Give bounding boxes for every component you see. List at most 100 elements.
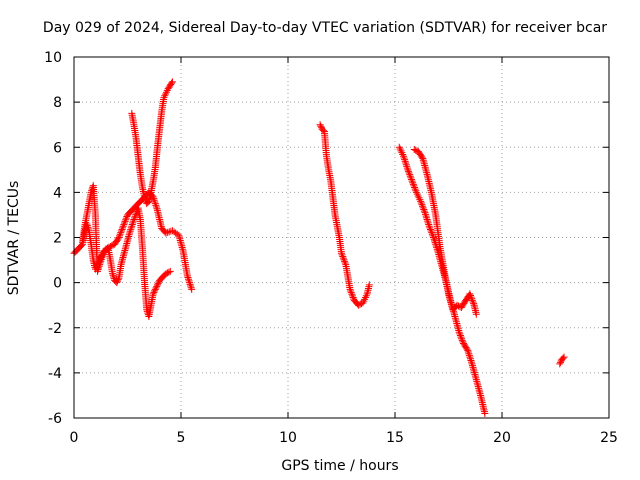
data-point <box>183 272 191 280</box>
data-point <box>399 150 407 158</box>
data-point <box>407 174 415 182</box>
data-point <box>425 221 433 229</box>
y-tick-label: -2 <box>48 321 62 337</box>
data-point <box>186 280 194 288</box>
data-point <box>410 146 418 154</box>
y-axis-title: SDTVAR / TECUs <box>6 181 22 296</box>
data-point <box>162 90 170 98</box>
data-point <box>151 287 159 295</box>
y-tick-label: -4 <box>48 366 62 382</box>
data-point <box>402 161 410 169</box>
data-point <box>130 215 138 223</box>
data-point <box>151 285 159 293</box>
data-point <box>168 79 176 87</box>
data-point <box>114 276 122 284</box>
data-point <box>153 281 161 289</box>
data-point <box>559 354 567 362</box>
data-point <box>433 244 441 252</box>
data-point <box>361 295 369 303</box>
data-point <box>458 336 466 344</box>
data-point <box>346 285 354 293</box>
data-point <box>412 146 420 154</box>
x-axis-title: GPS time / hours <box>281 458 398 474</box>
data-point <box>348 290 356 298</box>
data-point <box>77 241 85 249</box>
data-point <box>408 177 416 185</box>
data-point <box>362 292 370 300</box>
data-point <box>403 164 411 172</box>
data-point <box>417 197 425 205</box>
data-point <box>428 229 436 237</box>
data-point <box>167 227 175 235</box>
data-point <box>184 275 192 283</box>
y-tick-label: 4 <box>53 185 62 201</box>
data-point <box>163 269 171 277</box>
data-point <box>397 147 405 155</box>
data-point <box>401 156 409 164</box>
data-point <box>425 222 433 230</box>
data-point <box>187 284 195 292</box>
data-point <box>188 285 196 293</box>
data-point <box>339 254 347 262</box>
data-point <box>114 235 122 243</box>
data-point <box>411 184 419 192</box>
data-point <box>109 271 117 279</box>
data-point <box>152 203 160 211</box>
data-point <box>430 235 438 243</box>
data-point <box>556 360 564 368</box>
data-point <box>317 122 325 130</box>
series-track-c <box>128 78 176 208</box>
data-point <box>98 254 106 262</box>
data-point <box>467 356 475 364</box>
data-point <box>456 330 464 338</box>
data-point <box>560 353 568 361</box>
data-point <box>419 202 427 210</box>
data-point <box>150 195 158 203</box>
data-point <box>463 345 471 353</box>
data-point <box>422 212 430 220</box>
data-point <box>406 172 414 180</box>
data-point <box>168 78 176 86</box>
x-tick-label: 0 <box>70 430 79 446</box>
data-point <box>340 256 348 264</box>
data-point <box>361 294 369 302</box>
data-point <box>116 230 124 238</box>
data-point <box>117 229 125 237</box>
data-point <box>349 292 357 300</box>
data-point <box>468 295 476 303</box>
data-point <box>113 279 121 287</box>
data-point <box>412 188 420 196</box>
data-point <box>341 257 349 265</box>
data-point <box>84 223 92 231</box>
data-point <box>414 192 422 200</box>
data-point <box>464 348 472 356</box>
data-point <box>119 224 127 232</box>
data-point <box>418 201 426 209</box>
data-point <box>402 159 410 167</box>
data-point <box>403 162 411 170</box>
data-point <box>459 338 467 346</box>
data-point <box>99 250 107 258</box>
data-point <box>117 227 125 235</box>
data-point <box>458 335 466 343</box>
data-point <box>161 92 169 100</box>
data-point <box>154 279 162 287</box>
data-point <box>95 264 103 272</box>
data-point <box>121 217 129 225</box>
data-point <box>467 292 475 300</box>
data-point <box>469 298 477 306</box>
data-point <box>127 224 135 232</box>
series-track-e <box>395 143 489 417</box>
data-point <box>413 190 421 198</box>
data-point <box>164 228 172 236</box>
data-point <box>166 267 174 275</box>
data-point <box>467 293 475 301</box>
data-point <box>319 126 327 134</box>
data-point <box>359 299 367 307</box>
data-point <box>427 227 435 235</box>
data-point <box>339 253 347 261</box>
data-point <box>116 232 124 240</box>
data-point <box>400 154 408 162</box>
data-point <box>114 277 122 285</box>
